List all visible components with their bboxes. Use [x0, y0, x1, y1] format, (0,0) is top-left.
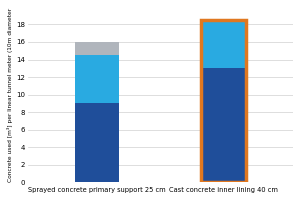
- Bar: [201, 68, 246, 182]
- Bar: [75, 55, 119, 103]
- Bar: [201, 20, 246, 68]
- Y-axis label: Concrete used [m³] per linear tunnel meter (10m diameter: Concrete used [m³] per linear tunnel met…: [7, 8, 13, 182]
- Bar: [75, 42, 119, 55]
- Bar: [75, 103, 119, 182]
- Bar: [201, 20, 246, 182]
